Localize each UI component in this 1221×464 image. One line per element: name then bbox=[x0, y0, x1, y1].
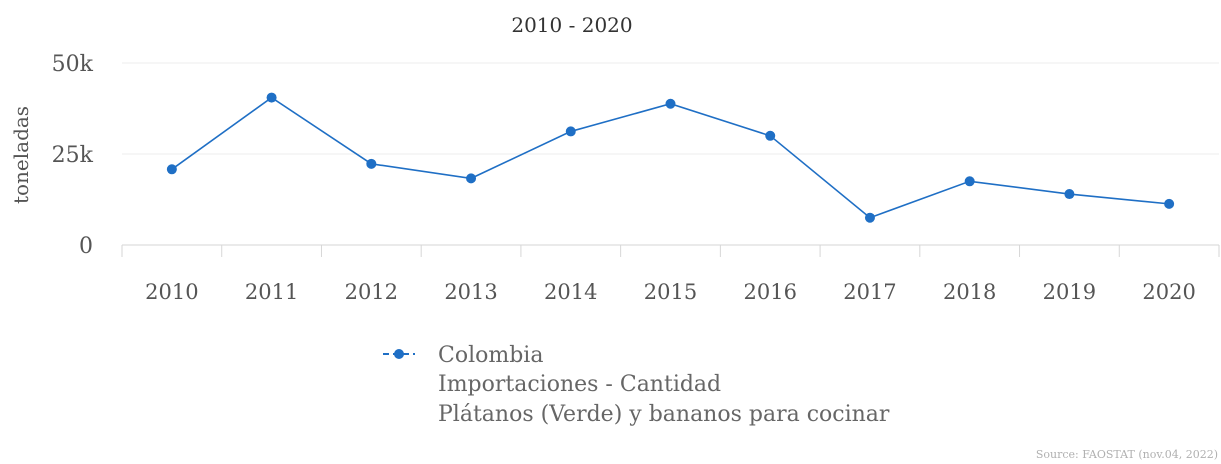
y-axis-ticks: 0 25k 50k bbox=[52, 52, 94, 259]
source-note: Source: FAOSTAT (nov.04, 2022) bbox=[1036, 448, 1218, 461]
y-tick-label: 50k bbox=[52, 52, 94, 77]
data-point[interactable] bbox=[1064, 189, 1075, 200]
gridlines bbox=[122, 62, 1219, 246]
x-tick-label: 2012 bbox=[345, 280, 398, 304]
legend: Colombia Importaciones - Cantidad Plátan… bbox=[383, 343, 890, 427]
legend-series-name: Colombia bbox=[438, 343, 543, 368]
x-tick-label: 2014 bbox=[544, 280, 597, 304]
x-tick-label: 2013 bbox=[444, 280, 497, 304]
x-tick-label: 2015 bbox=[644, 280, 697, 304]
data-point[interactable] bbox=[1164, 198, 1175, 209]
data-point[interactable] bbox=[665, 98, 676, 109]
series-group bbox=[166, 92, 1175, 223]
legend-item-label: Plátanos (Verde) y bananos para cocinar bbox=[438, 402, 890, 427]
x-tick-label: 2020 bbox=[1142, 280, 1195, 304]
y-axis-label: toneladas bbox=[9, 106, 33, 204]
chart-subtitle: 2010 - 2020 bbox=[511, 13, 632, 37]
y-tick-label: 0 bbox=[79, 234, 93, 259]
legend-point-marker bbox=[394, 349, 404, 359]
x-tick-label: 2010 bbox=[145, 280, 198, 304]
x-tick-label: 2019 bbox=[1043, 280, 1096, 304]
x-tick-label: 2018 bbox=[943, 280, 996, 304]
series-line bbox=[171, 96, 1170, 219]
data-point[interactable] bbox=[765, 130, 776, 141]
x-tick-label: 2016 bbox=[744, 280, 797, 304]
y-tick-label: 25k bbox=[52, 143, 94, 168]
data-point[interactable] bbox=[266, 92, 277, 103]
data-point[interactable] bbox=[366, 158, 377, 169]
x-axis: 2010 2011 2012 2013 2014 2015 2016 2017 2018 2019… bbox=[121, 245, 1220, 304]
data-point[interactable] bbox=[565, 126, 576, 137]
data-point[interactable] bbox=[466, 173, 477, 184]
data-point[interactable] bbox=[964, 176, 975, 187]
x-tick-label: 2011 bbox=[245, 280, 298, 304]
data-point[interactable] bbox=[864, 212, 875, 223]
data-point[interactable] bbox=[166, 164, 177, 175]
x-tick-label: 2017 bbox=[843, 280, 896, 304]
legend-element-label: Importaciones - Cantidad bbox=[438, 372, 721, 397]
